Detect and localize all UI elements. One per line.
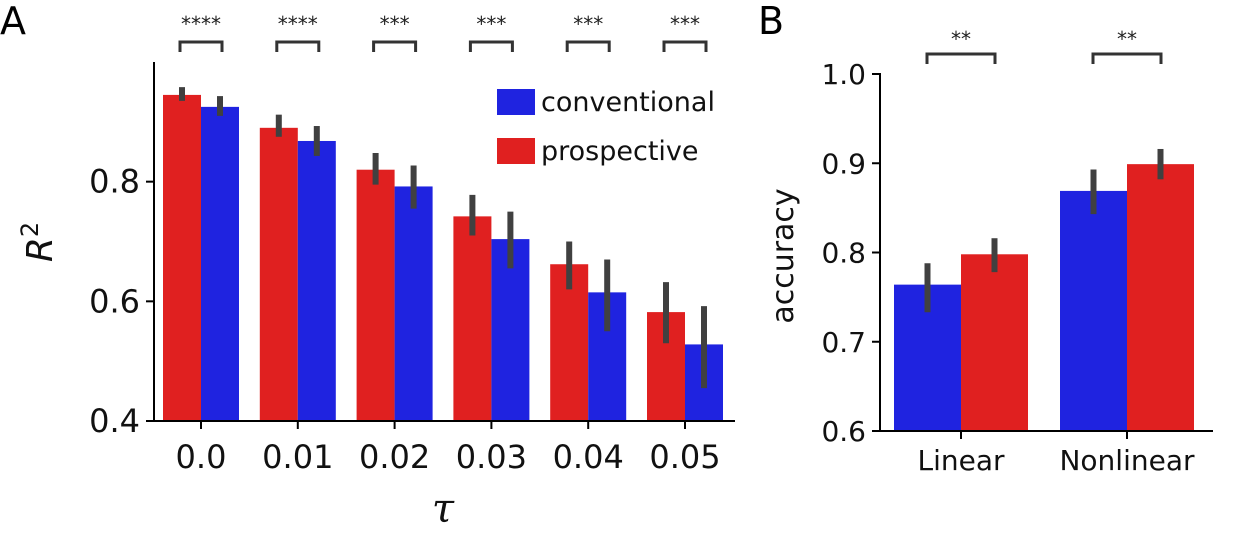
panel-a-legend: conventional prospective: [497, 87, 715, 167]
sig-bracket-Linear: [925, 52, 997, 64]
x-tick-label-0.05: 0.05: [649, 438, 720, 476]
panel-b-label: B: [758, 0, 784, 43]
panel-a-plot: [163, 87, 723, 422]
bar-conventional-0.02: [394, 186, 433, 421]
y-tick-label-0.8: 0.8: [821, 237, 866, 270]
bar-conventional-0.03: [491, 239, 530, 421]
y-tick-label-0.8: 0.8: [89, 163, 140, 201]
legend-conventional-swatch: [497, 89, 535, 115]
x-tick-label-0.04: 0.04: [553, 438, 624, 476]
sig-label-0.05: ***: [670, 12, 700, 36]
panel-b-plot: [894, 148, 1194, 431]
legend-prospective-label: prospective: [541, 136, 699, 167]
sig-label-0.03: ***: [476, 12, 506, 36]
sig-bracket-0.03: [468, 40, 514, 52]
bar-conventional-Nonlinear: [1060, 190, 1127, 431]
y-tick-label-0.6: 0.6: [89, 282, 140, 320]
panel-a-y-label-base: R: [20, 237, 61, 262]
panel-b-y-label-group: accuracy: [766, 188, 801, 323]
sig-label-0.04: ***: [573, 12, 603, 36]
sig-label-Linear: **: [951, 27, 971, 51]
x-tick-label-0.02: 0.02: [359, 438, 430, 476]
y-tick-label-0.9: 0.9: [821, 147, 866, 180]
sig-bracket-0.0: [178, 40, 224, 52]
y-tick-label-0.4: 0.4: [89, 402, 140, 440]
panel-b-x-ticks: Linear Nonlinear: [917, 431, 1195, 477]
bar-prospective-0.02: [356, 169, 395, 421]
bar-conventional-0.0: [201, 106, 239, 421]
bar-prospective-0.03: [453, 216, 492, 421]
x-tick-label-0.03: 0.03: [456, 438, 527, 476]
bar-prospective-0.0: [163, 94, 201, 422]
panel-a-x-ticks: 0.0 0.01 0.02 0.03 0.04 0.05: [176, 421, 721, 476]
sig-bracket-0.01: [275, 40, 321, 52]
panel-a-y-ticks: 0.4 0.6 0.8: [89, 163, 154, 440]
y-tick-label-0.6: 0.6: [821, 415, 866, 448]
panel-a-y-label: R2: [16, 222, 61, 262]
sig-bracket-Nonlinear: [1091, 52, 1163, 64]
sig-bracket-0.05: [662, 40, 708, 52]
panel-a-y-label-sup: 2: [16, 222, 44, 237]
x-tick-label-Linear: Linear: [917, 444, 1005, 477]
panel-a-x-label: τ: [432, 486, 455, 532]
y-tick-label-1.0: 1.0: [821, 58, 866, 91]
sig-label-0.02: ***: [380, 12, 410, 36]
sig-bracket-0.04: [565, 40, 611, 52]
bar-prospective-Nonlinear: [1127, 164, 1194, 431]
x-tick-label-0.01: 0.01: [262, 438, 333, 476]
sig-bracket-0.02: [372, 40, 418, 52]
panel-b-y-ticks: 0.6 0.7 0.8 0.9 1.0: [821, 58, 880, 448]
panel-a-significance: **** **** *** *** *** ***: [178, 12, 708, 52]
svg-text:R2: R2: [16, 222, 61, 262]
legend-prospective-swatch: [497, 138, 535, 164]
x-tick-label-0.0: 0.0: [176, 438, 227, 476]
bar-prospective-0.01: [259, 127, 298, 422]
sig-label-0.0: ****: [181, 12, 221, 36]
panel-a-label: A: [0, 0, 26, 43]
bar-prospective-Linear: [961, 254, 1028, 431]
panel-b-y-label: accuracy: [766, 188, 801, 323]
bar-conventional-0.01: [297, 140, 336, 422]
legend-conventional-label: conventional: [541, 87, 715, 118]
y-tick-label-0.7: 0.7: [821, 326, 866, 359]
sig-label-Nonlinear: **: [1117, 27, 1137, 51]
sig-label-0.01: ****: [278, 12, 318, 36]
panel-b-significance: ** **: [925, 27, 1163, 64]
bar-prospective-0.04: [550, 264, 589, 421]
x-tick-label-Nonlinear: Nonlinear: [1059, 444, 1195, 477]
